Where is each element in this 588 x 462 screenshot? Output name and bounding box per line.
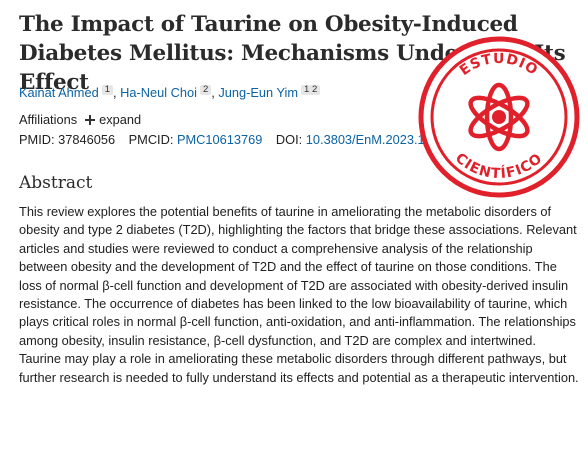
affiliation-marker[interactable]: 2 (199, 85, 212, 95)
estudio-cientifico-stamp: ESTUDIO CIENTÍFICO (418, 36, 580, 198)
atom-icon (468, 82, 530, 152)
expand-label: expand (99, 112, 142, 127)
abstract-text: This review explores the potential benef… (19, 204, 579, 385)
affiliations-label: Affiliations (19, 112, 78, 127)
author-separator: , (211, 85, 219, 100)
article-identifiers: PMID: 37846056 PMCID: PMC10613769 DOI: 1… (19, 131, 446, 149)
doi-label: DOI: (275, 132, 303, 147)
doi-link[interactable]: 10.3803/EnM.2023.1776 (305, 132, 446, 147)
affiliation-marker[interactable]: 1 2 (301, 85, 321, 95)
author-list: Kainat Ahmed 1, Ha-Neul Choi 2, Jung-Eun Y… (19, 84, 321, 102)
pmid-label: PMID: (19, 132, 55, 147)
author-link[interactable]: Ha-Neul Choi (120, 85, 197, 100)
author-link[interactable]: Jung-Eun Yim (218, 85, 299, 100)
affiliation-marker[interactable]: 1 (101, 85, 113, 95)
author-separator: , (112, 85, 121, 100)
plus-icon (85, 115, 96, 125)
pmid-value: 37846056 (58, 132, 116, 147)
author-link[interactable]: Kainat Ahmed (19, 85, 99, 100)
pmcid-link[interactable]: PMC10613769 (176, 132, 263, 147)
affiliations-toggle[interactable]: Affiliations expand (19, 111, 141, 129)
abstract-heading: Abstract (19, 173, 93, 193)
pmcid-label: PMCID: (128, 132, 174, 147)
